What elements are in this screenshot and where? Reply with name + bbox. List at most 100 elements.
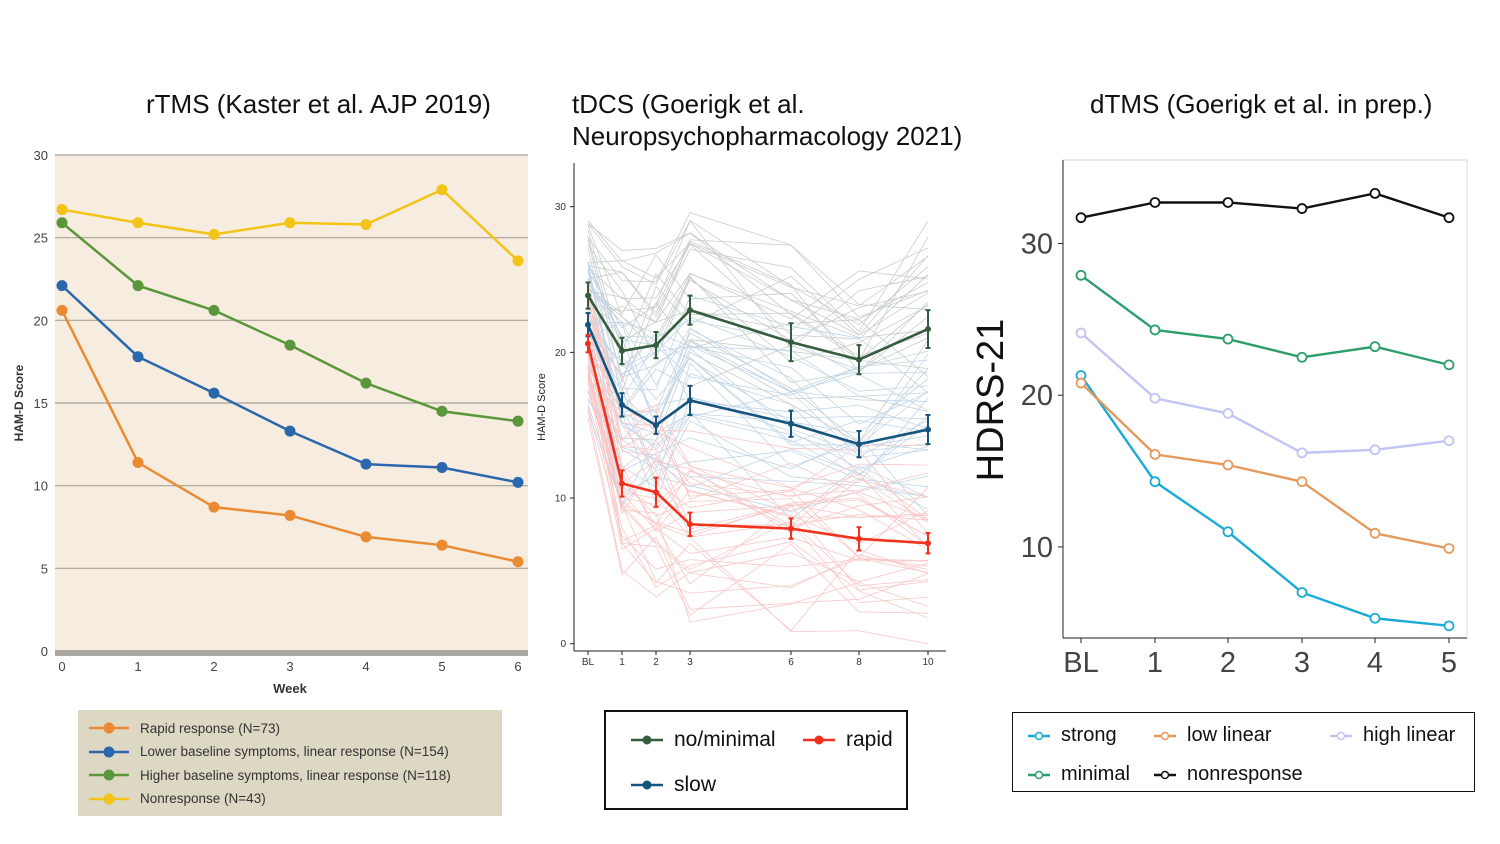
data-point-rtms (208, 501, 220, 513)
legend-item-nonresponse: nonresponse (1153, 763, 1303, 786)
data-point-tdcs (925, 326, 931, 333)
y-tick-tdcs: 10 (555, 494, 567, 505)
legend-label: strong (1061, 724, 1117, 746)
data-point-dtms (1296, 351, 1308, 363)
legend-label: Lower baseline symptoms, linear response… (140, 744, 449, 759)
y-tick-rtms: 10 (34, 479, 48, 494)
series-line-dtms (1080, 382, 1450, 550)
data-point-tdcs (585, 340, 591, 347)
data-point-dtms (1443, 620, 1455, 632)
y-tick-dtms: 30 (1021, 228, 1053, 260)
legend-dtms: strong low linear high linear minimal nonres… (1012, 712, 1475, 792)
x-tick-tdcs: 3 (687, 657, 693, 668)
legend-item-strong: strong (1027, 724, 1117, 747)
legend-swatch (631, 735, 663, 745)
data-point-dtms (1369, 444, 1381, 456)
legend-item-no-minimal: no/minimal (630, 728, 776, 752)
data-point-tdcs (687, 521, 693, 528)
legend-swatch (1028, 770, 1050, 779)
individual-trajectories-tdcs (587, 212, 929, 645)
individual-trajectory-tdcs (587, 239, 929, 312)
data-point-tdcs (856, 356, 862, 363)
data-point-tdcs (925, 540, 931, 547)
x-tick-tdcs: 1 (619, 657, 625, 668)
data-point-dtms (1443, 359, 1455, 371)
y-tick-rtms: 15 (34, 396, 48, 411)
data-point-rtms (208, 387, 220, 399)
individual-trajectory-tdcs (587, 374, 929, 551)
x-tick-rtms: 3 (286, 659, 293, 674)
legend-item-minimal: minimal (1027, 763, 1130, 786)
x-tick-rtms: 2 (210, 659, 217, 674)
individual-trajectory-tdcs (587, 377, 929, 619)
chart-title-tdcs-line2: Neuropsychopharmacology 2021) (572, 121, 963, 151)
chart-title-dtms: dTMS (Goerigk et al. in prep.) (1090, 89, 1433, 119)
y-axis-label-rtms: HAM-D Score (12, 364, 26, 441)
legend-swatch (1154, 770, 1176, 779)
data-point-dtms (1222, 526, 1234, 538)
data-point-tdcs (585, 292, 591, 299)
legend-swatch (631, 780, 663, 790)
individual-trajectory-tdcs (587, 368, 929, 589)
legend-item-higher-baseline-symptoms-linear-response-n-118: Higher baseline symptoms, linear respons… (88, 767, 451, 783)
x-tick-dtms: 3 (1294, 647, 1310, 679)
data-point-rtms (132, 280, 144, 292)
data-point-rtms (436, 539, 448, 551)
data-point-rtms (56, 280, 68, 292)
data-point-dtms (1075, 212, 1087, 224)
data-point-tdcs (653, 489, 659, 496)
x-tick-tdcs: 8 (856, 657, 862, 668)
data-point-rtms (360, 458, 372, 470)
plot-frame-dtms (1062, 159, 1468, 639)
individual-trajectory-tdcs (587, 284, 929, 523)
individual-trajectory-tdcs (587, 242, 929, 307)
data-point-dtms (1075, 269, 1087, 281)
data-point-tdcs (585, 321, 591, 328)
data-point-tdcs (856, 441, 862, 448)
legend-item-slow: slow (630, 773, 716, 797)
individual-trajectory-tdcs (587, 245, 929, 363)
y-tick-tdcs: 30 (555, 202, 567, 213)
series-line-dtms (1080, 374, 1450, 628)
data-point-rtms (56, 217, 68, 229)
y-tick-rtms: 5 (41, 561, 48, 576)
data-point-tdcs (653, 342, 659, 349)
data-point-tdcs (653, 422, 659, 429)
data-point-dtms (1296, 587, 1308, 598)
x-tick-tdcs: 10 (922, 657, 934, 668)
y-tick-dtms: 10 (1021, 532, 1053, 564)
legend-label: slow (674, 773, 717, 796)
individual-trajectory-tdcs (587, 355, 929, 446)
x-tick-tdcs: 6 (788, 657, 794, 668)
individual-trajectory-tdcs (587, 417, 929, 610)
data-point-rtms (132, 217, 144, 229)
x-tick-rtms: 0 (58, 659, 65, 674)
data-point-rtms (56, 204, 68, 216)
data-point-dtms (1149, 448, 1161, 460)
legend-label: nonresponse (1187, 763, 1303, 785)
series-line-dtms (1080, 274, 1450, 367)
legend-tdcs: no/minimal slow rapid (604, 710, 908, 810)
legend-item-high-linear: high linear (1329, 724, 1455, 747)
data-point-tdcs (619, 401, 625, 408)
data-point-dtms (1443, 543, 1455, 554)
x-tick-dtms: 2 (1220, 647, 1236, 679)
data-point-rtms (132, 351, 144, 363)
y-tick-rtms: 30 (34, 148, 48, 163)
data-point-rtms (132, 457, 144, 469)
legend-item-rapid-response-n-73: Rapid response (N=73) (88, 720, 280, 736)
individual-trajectory-tdcs (587, 280, 929, 496)
data-point-rtms (284, 425, 296, 437)
x-tick-rtms: 4 (362, 659, 369, 674)
data-point-dtms (1075, 377, 1087, 389)
individual-trajectory-tdcs (587, 388, 929, 587)
series-line-dtms (1080, 332, 1450, 455)
x-axis-bar-rtms (55, 650, 528, 656)
data-point-rtms (512, 556, 524, 568)
data-point-dtms (1222, 408, 1234, 419)
legend-swatch (1330, 731, 1352, 740)
legend-item-nonresponse-n-43: Nonresponse (N=43) (88, 791, 266, 807)
data-point-dtms (1149, 476, 1161, 488)
individual-trajectory-tdcs (587, 406, 929, 570)
individual-trajectory-tdcs (587, 223, 929, 336)
